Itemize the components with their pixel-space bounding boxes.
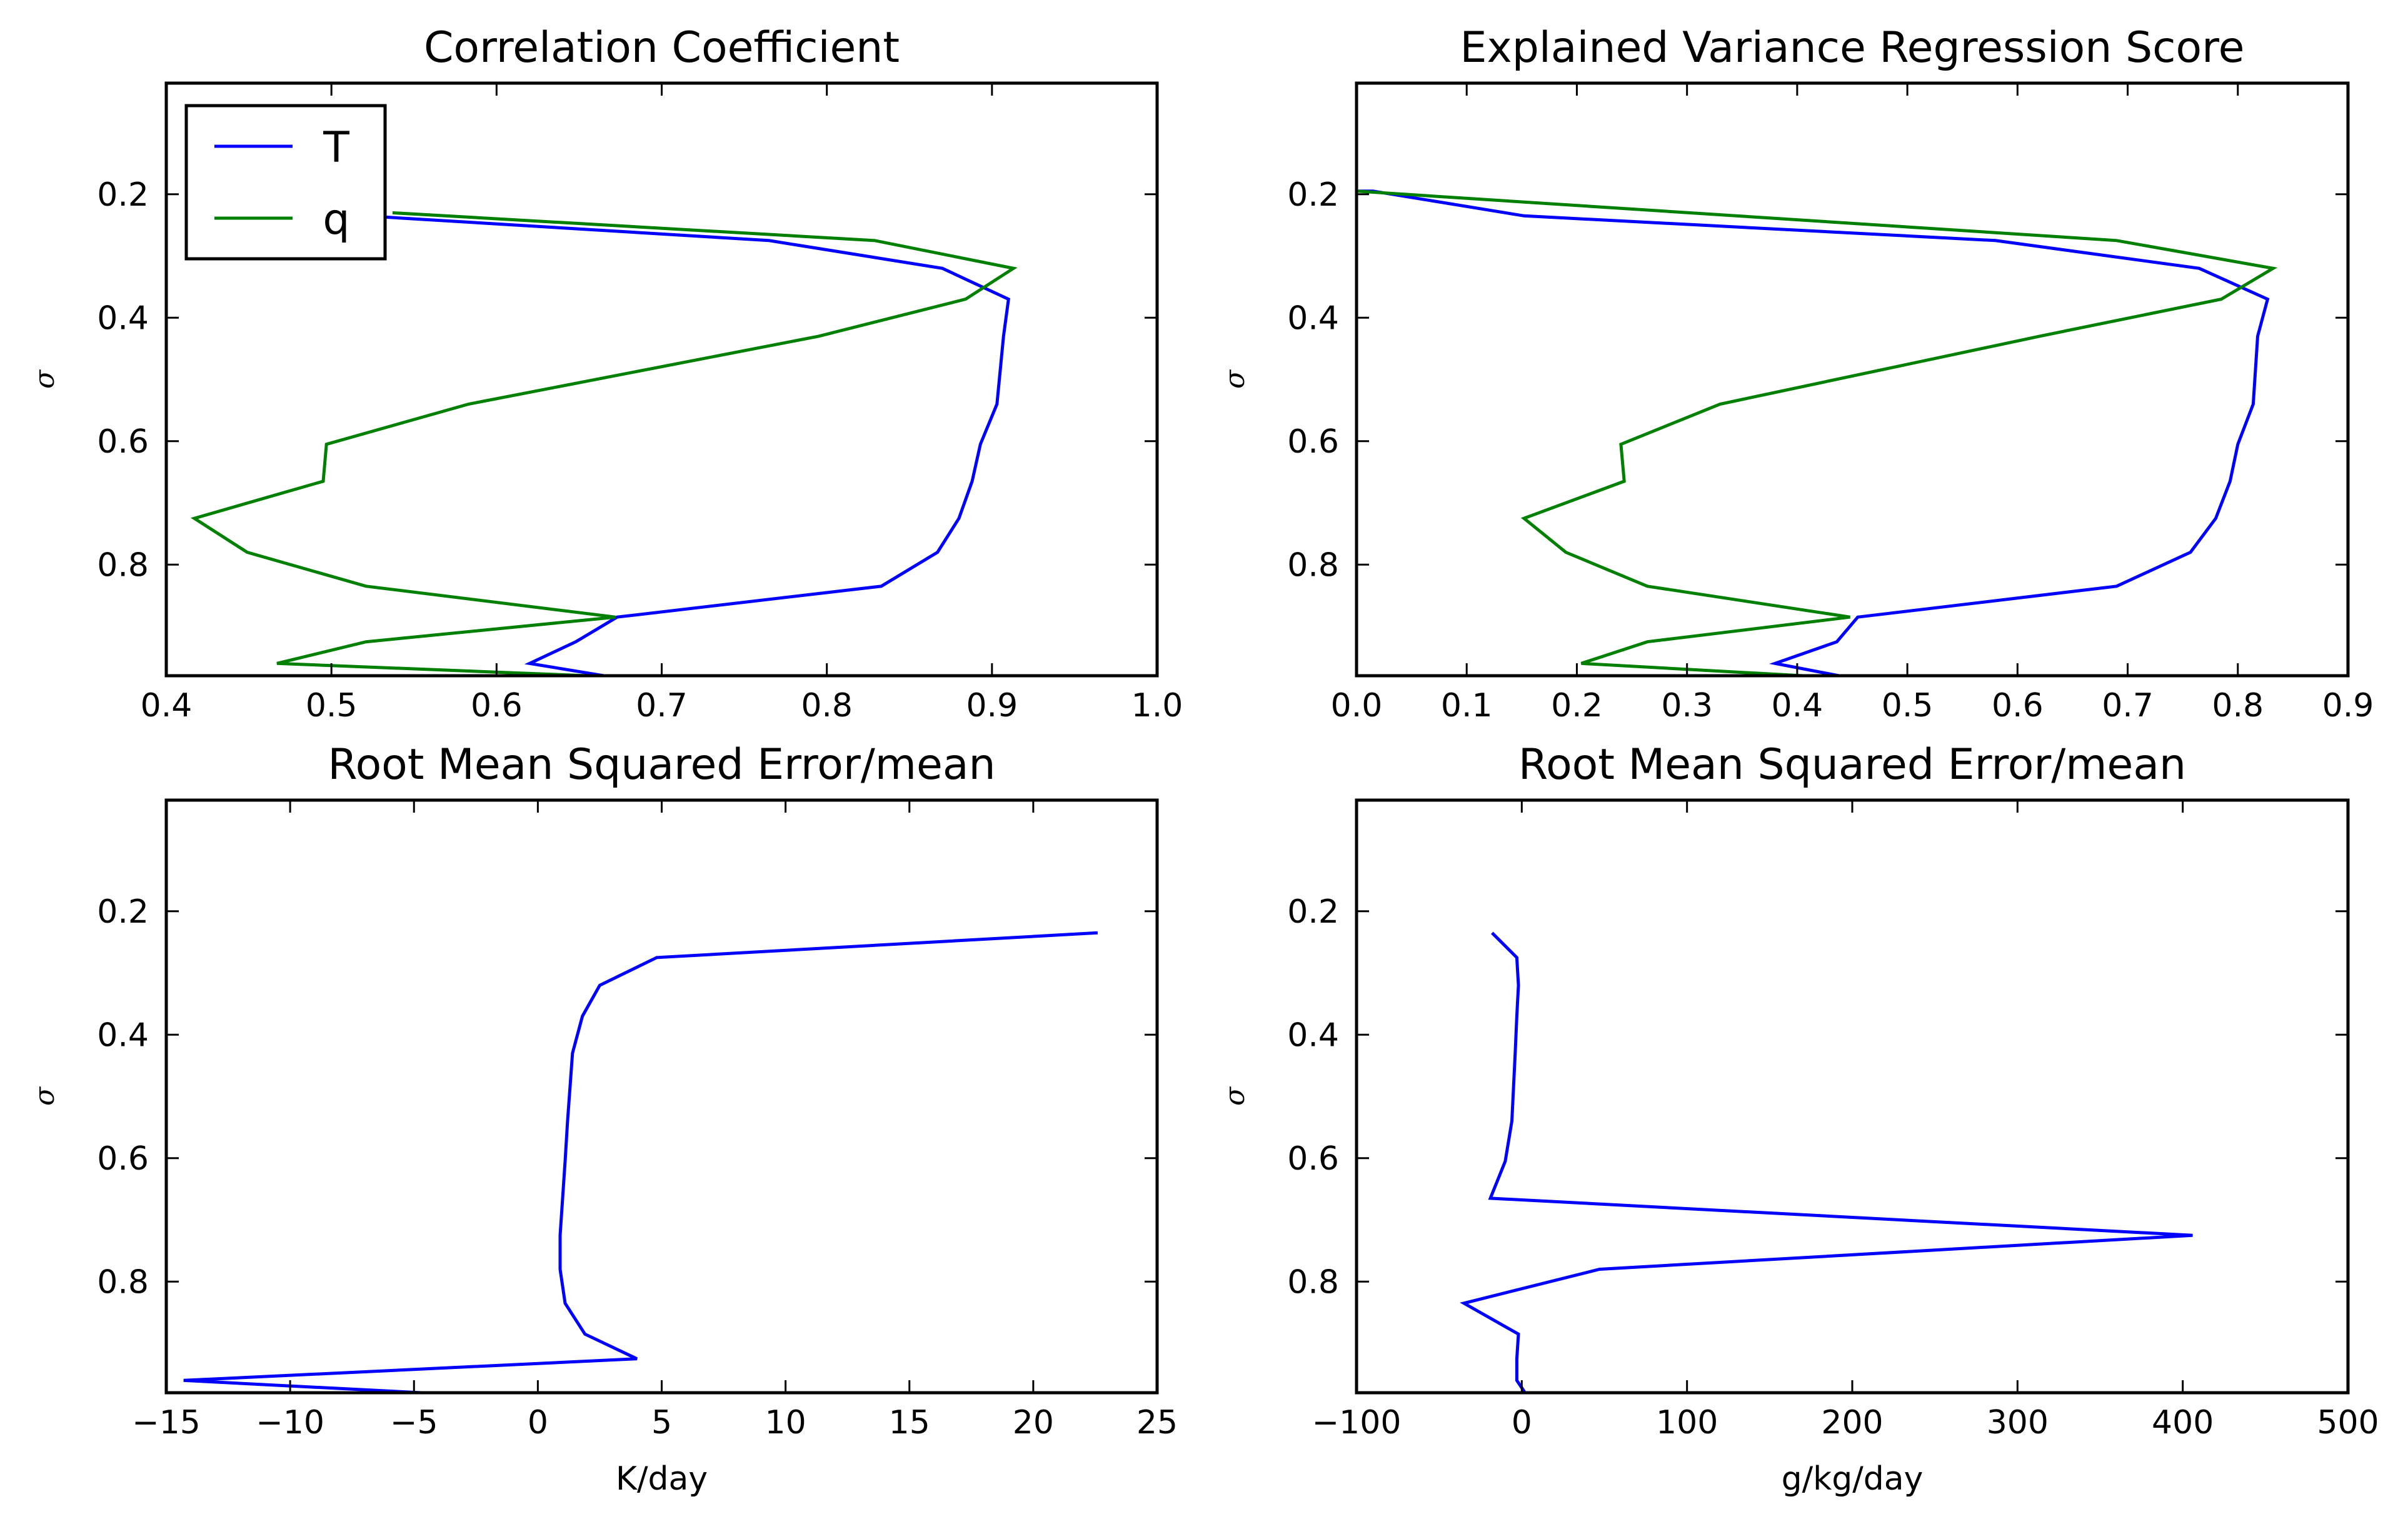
chart-2-y-axis-label: σ	[1219, 369, 1251, 389]
chart-3-x-tick-label: 25	[1136, 1404, 1178, 1441]
chart-3-y-tick-label: 0.2	[97, 893, 149, 931]
chart-4-x-tick-label: −100	[1312, 1404, 1402, 1441]
chart-4-y-tick-label: 0.4	[1287, 1016, 1339, 1054]
chart-3-x-tick-label: 20	[1013, 1404, 1054, 1441]
chart-2-title: Explained Variance Regression Score	[1460, 23, 2245, 73]
chart-2-x-tick-label: 0.1	[1441, 687, 1493, 724]
chart-2-series-t-line	[1357, 189, 2270, 676]
chart-2-y-tick-label: 0.2	[1287, 176, 1339, 214]
chart-4-x-tick-label: 0	[1512, 1404, 1532, 1441]
chart-4-x-tick-label: 100	[1656, 1404, 1718, 1441]
chart-4-title: Root Mean Squared Error/mean	[1518, 740, 2186, 790]
chart-3-y-tick-label: 0.6	[97, 1140, 149, 1178]
chart-4-y-axis-label: σ	[1219, 1086, 1251, 1106]
chart-2-x-tick-label: 0.0	[1331, 687, 1383, 724]
chart-1-y-tick-label: 0.4	[97, 299, 149, 337]
chart-2-y-tick-label: 0.4	[1287, 299, 1339, 337]
chart-2-x-tick-label: 0.4	[1772, 687, 1824, 724]
chart-3-x-tick-label: −5	[390, 1404, 438, 1441]
chart-3-x-tick-label: −10	[256, 1404, 324, 1441]
chart-1-x-tick-label: 0.5	[306, 687, 358, 724]
chart-4-x-tick-label: 500	[2317, 1404, 2379, 1441]
chart-1-x-tick-label: 0.4	[141, 687, 193, 724]
chart-2-x-tick-label: 0.9	[2322, 687, 2374, 724]
chart-1-y-tick-label: 0.6	[97, 423, 149, 461]
chart-3-series-t-line	[183, 931, 1098, 1393]
chart-2-x-tick-label: 0.2	[1551, 687, 1603, 724]
chart-1-x-tick-label: 0.6	[471, 687, 523, 724]
chart-1-y-axis-label: σ	[29, 369, 61, 389]
chart-3-title: Root Mean Squared Error/mean	[328, 740, 995, 790]
chart-1-series-t-line	[364, 214, 1011, 676]
chart-3-x-tick-label: 10	[765, 1404, 806, 1441]
chart-1-title: Correlation Coefficient	[424, 23, 900, 73]
chart-2-frame	[1355, 81, 2350, 678]
chart-4-x-tick-label: 200	[1821, 1404, 1883, 1441]
chart-4-x-tick-label: 300	[1987, 1404, 2049, 1441]
chart-3-x-tick-label: −15	[132, 1404, 201, 1441]
chart-2-x-tick-label: 0.5	[1882, 687, 1934, 724]
chart-1-y-tick-label: 0.8	[97, 546, 149, 584]
chart-1-x-tick-label: 1.0	[1131, 687, 1183, 724]
chart-3-y-axis-label: σ	[29, 1086, 61, 1106]
chart-2-y-tick-label: 0.8	[1287, 546, 1339, 584]
chart-4-frame	[1355, 798, 2350, 1395]
chart-2-x-tick-label: 0.6	[1992, 687, 2044, 724]
chart-2-x-tick-label: 0.3	[1661, 687, 1713, 724]
chart-1-x-tick-label: 0.9	[966, 687, 1018, 724]
chart-3-frame	[164, 798, 1159, 1395]
chart-3-y-tick-label: 0.8	[97, 1263, 149, 1301]
chart-1-legend-box	[184, 104, 387, 261]
chart-2-x-tick-label: 0.8	[2212, 687, 2264, 724]
chart-1-y-tick-label: 0.2	[97, 176, 149, 214]
chart-3-x-tick-label: 0	[528, 1404, 548, 1441]
chart-4-y-tick-label: 0.6	[1287, 1140, 1339, 1178]
chart-4-series-t-line	[1460, 931, 2193, 1393]
chart-1-series-q-line	[190, 211, 1018, 676]
chart-3-x-tick-label: 5	[651, 1404, 672, 1441]
chart-3-x-tick-label: 15	[889, 1404, 930, 1441]
chart-1-x-tick-label: 0.8	[801, 687, 853, 724]
chart-3-y-tick-label: 0.4	[97, 1016, 149, 1054]
legend-label-t: T	[323, 123, 349, 173]
legend-label-q: q	[323, 195, 349, 244]
chart-1-x-tick-label: 0.7	[636, 687, 688, 724]
chart-4-y-tick-label: 0.2	[1287, 893, 1339, 931]
chart-4-x-axis-label: g/kg/day	[1782, 1460, 1924, 1498]
chart-4-y-tick-label: 0.8	[1287, 1263, 1339, 1301]
chart-4-x-tick-label: 400	[2152, 1404, 2214, 1441]
chart-2-series-q-line	[1357, 189, 2278, 676]
chart-2-x-tick-label: 0.7	[2102, 687, 2154, 724]
chart-2-y-tick-label: 0.6	[1287, 423, 1339, 461]
chart-3-x-axis-label: K/day	[616, 1460, 708, 1498]
